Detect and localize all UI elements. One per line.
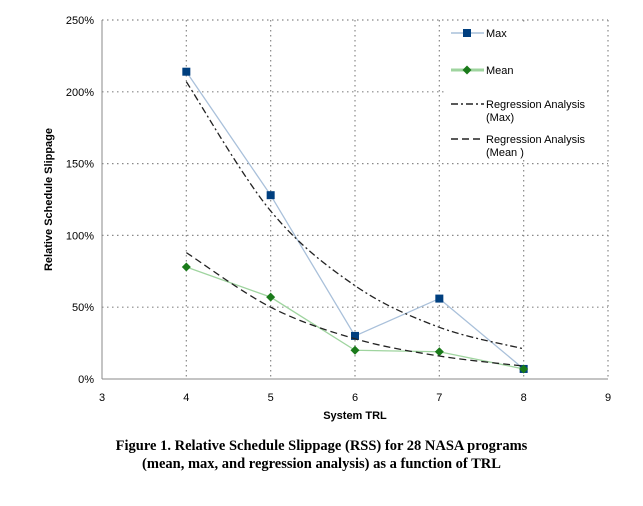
legend-label: Regression Analysis — [486, 99, 586, 111]
legend-marker — [462, 65, 472, 75]
x-axis-label: System TRL — [323, 410, 387, 422]
legend-label-sub: (Max) — [486, 112, 514, 124]
x-tick-label: 6 — [352, 392, 358, 404]
legend-marker — [463, 29, 471, 37]
data-point-max — [351, 331, 359, 340]
legend-label: Max — [486, 28, 507, 40]
data-point-mean — [350, 345, 360, 355]
figure-caption-line-1: Figure 1. Relative Schedule Slippage (RS… — [115, 438, 528, 454]
regression-curve-regression-analysis-max — [185, 81, 524, 350]
data-point-max — [182, 67, 191, 76]
y-tick-label: 150% — [66, 159, 94, 171]
y-tick-label: 0% — [78, 374, 94, 386]
x-tick-label: 5 — [268, 392, 274, 404]
y-tick-label: 200% — [66, 87, 94, 99]
x-tick-label: 4 — [183, 392, 189, 404]
y-tick-label: 50% — [72, 302, 94, 314]
data-point-mean — [434, 347, 444, 357]
data-point-max — [435, 294, 444, 303]
legend-label: Mean — [486, 65, 514, 77]
data-point-mean — [266, 292, 276, 302]
data-point-max — [266, 191, 275, 200]
figure-caption-line-2: (mean, max, and regression analysis) as … — [142, 456, 501, 472]
x-tick-label: 9 — [605, 392, 611, 404]
y-tick-label: 100% — [66, 230, 94, 242]
legend-label-sub: (Mean ) — [486, 147, 524, 159]
legend-label: Regression Analysis — [486, 134, 586, 146]
x-tick-label: 8 — [521, 392, 527, 404]
line-chart: 0% 50% 100% 150% 200% 250% 3 4 5 6 7 8 9 System TRL Re… — [43, 15, 611, 422]
regression-curve-regression-analysis-mean — [185, 252, 524, 367]
data-point-mean — [519, 364, 529, 374]
y-axis-label: Relative Schedule Slippage — [43, 128, 55, 271]
legend-box — [446, 24, 606, 160]
data-point-mean — [181, 262, 191, 272]
y-tick-label: 250% — [66, 15, 94, 27]
x-tick-label: 3 — [99, 392, 105, 404]
x-tick-label: 7 — [436, 392, 442, 404]
